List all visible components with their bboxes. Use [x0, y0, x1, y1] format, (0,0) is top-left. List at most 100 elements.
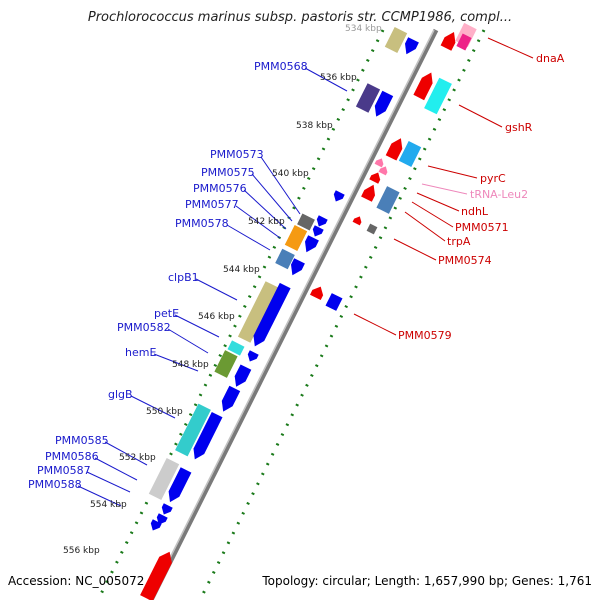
gene-label-pmm0575[interactable]: PMM0575: [201, 166, 255, 179]
gene-label-trna-leu2[interactable]: tRNA-Leu2: [470, 188, 528, 201]
gene-features: [140, 22, 477, 600]
gene-arrow[interactable]: [374, 90, 394, 117]
gene-arrow[interactable]: [352, 216, 362, 226]
gene-box[interactable]: [456, 33, 472, 51]
gene-arrow[interactable]: [361, 184, 375, 202]
gene-label-pmm0587[interactable]: PMM0587: [37, 464, 91, 477]
gene-box[interactable]: [325, 293, 343, 311]
connector: [411, 201, 454, 228]
gene-arrow[interactable]: [168, 467, 192, 503]
position-label: 548 kbp: [172, 360, 209, 370]
gene-box[interactable]: [227, 340, 245, 356]
gene-arrow[interactable]: [150, 519, 162, 531]
gene-box[interactable]: [384, 27, 408, 53]
connector: [421, 183, 468, 195]
connector: [416, 192, 460, 212]
genome-backbone: [148, 28, 439, 600]
connector: [167, 328, 209, 354]
gene-label-trpa[interactable]: trpA: [447, 235, 471, 248]
connector: [130, 395, 176, 419]
gene-box[interactable]: [297, 213, 315, 231]
gene-arrow[interactable]: [156, 513, 168, 525]
gene-label-dnaa[interactable]: dnaA: [536, 52, 565, 65]
gene-arrow[interactable]: [305, 235, 319, 253]
gene-arrow[interactable]: [140, 551, 172, 600]
accession-label: Accession: NC_005072: [8, 574, 145, 588]
gene-label-pmm0588[interactable]: PMM0588: [28, 478, 82, 491]
connector: [235, 205, 281, 239]
connector: [260, 156, 301, 215]
gene-arrow[interactable]: [161, 503, 173, 515]
gene-label-pmm0574[interactable]: PMM0574: [438, 254, 492, 267]
gene-arrow[interactable]: [440, 32, 456, 51]
gene-label-pyrc[interactable]: pyrC: [480, 172, 506, 185]
gene-arrow[interactable]: [234, 364, 252, 387]
gene-label-pmm0585[interactable]: PMM0585: [55, 434, 109, 447]
gene-box[interactable]: [424, 77, 452, 115]
gene-label-ndhl[interactable]: ndhL: [461, 205, 489, 218]
position-label: 552 kbp: [119, 453, 156, 463]
connector: [487, 37, 534, 59]
gene-label-pmm0571[interactable]: PMM0571: [455, 221, 509, 234]
gene-label-glgb[interactable]: glgB: [108, 388, 133, 401]
gene-arrow[interactable]: [253, 282, 291, 347]
gene-box[interactable]: [376, 186, 400, 214]
connector: [393, 238, 437, 261]
gene-label-pete[interactable]: petE: [154, 307, 179, 320]
gene-box[interactable]: [355, 83, 381, 113]
gene-label-pmm0577[interactable]: PMM0577: [185, 198, 239, 211]
connector: [304, 67, 348, 92]
connector: [77, 485, 122, 507]
gene-arrow[interactable]: [291, 258, 305, 276]
gene-label-pmm0568[interactable]: PMM0568: [254, 60, 308, 73]
gene-label-pmm0573[interactable]: PMM0573: [210, 148, 264, 161]
gene-arrow[interactable]: [193, 412, 223, 460]
gene-box[interactable]: [237, 281, 279, 343]
gene-arrow[interactable]: [369, 172, 381, 184]
gene-box[interactable]: [214, 350, 238, 378]
gene-label-heme[interactable]: hemE: [125, 346, 156, 359]
left-tick-track: [96, 29, 385, 600]
gene-label-pmm0578[interactable]: PMM0578: [175, 217, 229, 230]
gene-box[interactable]: [398, 141, 422, 167]
connector: [153, 353, 199, 372]
gene-arrow[interactable]: [385, 138, 403, 161]
gene-box[interactable]: [284, 225, 308, 251]
connector: [251, 173, 293, 222]
gene-arrow[interactable]: [333, 190, 345, 202]
gene-label-gshr[interactable]: gshR: [505, 121, 533, 134]
gene-arrow[interactable]: [310, 286, 324, 300]
gene-arrow[interactable]: [374, 158, 384, 168]
gene-arrow[interactable]: [221, 385, 241, 412]
gene-label-clpb1[interactable]: clpB1: [168, 271, 199, 284]
connector: [104, 441, 148, 466]
gene-arrow[interactable]: [413, 72, 433, 101]
gene-box[interactable]: [366, 223, 378, 235]
gene-arrow[interactable]: [378, 166, 388, 176]
gene-label-pmm0576[interactable]: PMM0576: [193, 182, 247, 195]
gene-arrow[interactable]: [316, 215, 328, 227]
map-title: Prochlorococcus marinus subsp. pastoris …: [87, 10, 513, 25]
position-label: 542 kbp: [248, 217, 285, 227]
gene-box[interactable]: [275, 248, 295, 270]
connector: [243, 189, 287, 230]
connector: [86, 471, 131, 493]
topology-label: Topology: circular; Length: 1,657,990 bp…: [262, 574, 592, 588]
gene-arrow[interactable]: [247, 350, 259, 362]
position-label: 556 kbp: [63, 546, 100, 556]
connector: [404, 211, 446, 242]
gene-box[interactable]: [148, 458, 180, 500]
position-label: 550 kbp: [146, 407, 183, 417]
position-label: 538 kbp: [296, 121, 333, 131]
position-label: 534 kbp: [345, 24, 382, 34]
position-label: 544 kbp: [223, 265, 260, 275]
gene-arrow[interactable]: [312, 225, 324, 237]
connector: [427, 165, 478, 179]
gene-label-pmm0579[interactable]: PMM0579: [398, 329, 452, 342]
gene-arrow[interactable]: [405, 37, 419, 55]
gene-label-pmm0582[interactable]: PMM0582: [117, 321, 171, 334]
right-tick-track: [198, 29, 486, 600]
position-label: 546 kbp: [198, 312, 235, 322]
gene-label-pmm0586[interactable]: PMM0586: [45, 450, 99, 463]
gene-box[interactable]: [175, 403, 211, 457]
